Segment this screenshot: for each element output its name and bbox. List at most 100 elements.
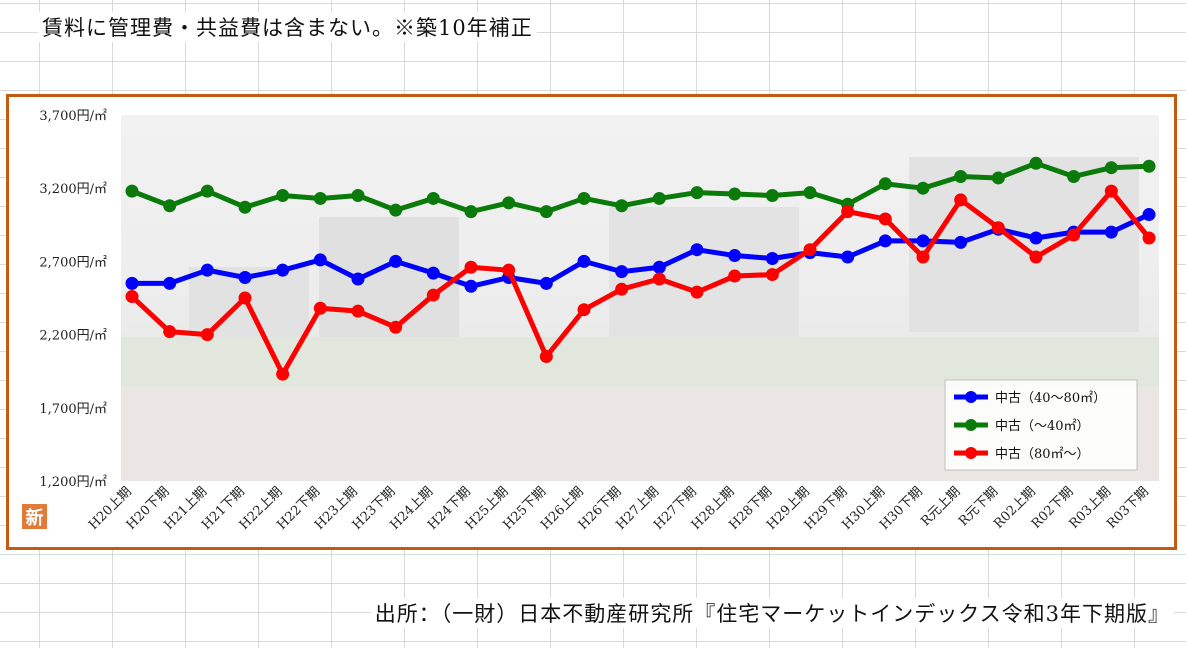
data-point (1142, 231, 1156, 245)
data-point (163, 325, 177, 339)
data-point (464, 279, 478, 293)
series-3 (125, 184, 1156, 381)
data-point (163, 276, 177, 290)
data-point (313, 301, 327, 315)
y-tick-label: 2,200円/㎡ (39, 329, 107, 344)
data-point (765, 189, 779, 203)
data-point (577, 303, 591, 317)
data-point (991, 221, 1005, 235)
legend-label: 中古（40～80㎡） (995, 391, 1106, 406)
series-line (129, 212, 1152, 289)
data-point (276, 263, 290, 277)
data-point (916, 234, 930, 248)
data-point (276, 367, 290, 381)
data-point (615, 282, 629, 296)
data-point (351, 304, 365, 318)
legend-label: 中古（80㎡～） (995, 447, 1090, 462)
data-point (200, 328, 214, 342)
data-point (690, 243, 704, 257)
legend-swatch-marker (965, 391, 977, 403)
data-point (916, 181, 930, 195)
data-point (125, 290, 139, 304)
data-point (389, 254, 403, 268)
data-point (652, 260, 666, 274)
data-point (728, 269, 742, 283)
data-point (539, 350, 553, 364)
data-point (200, 184, 214, 198)
line-chart: 1,200円/㎡ 1,700円/㎡ 2,200円/㎡ 2,700円/㎡ 3,200円/㎡… (22, 109, 1159, 533)
x-axis: H20上期H20下期H21上期H21下期H22上期H22下期H23上期H23下期… (86, 484, 1152, 533)
data-point (690, 186, 704, 200)
data-point (878, 177, 892, 191)
y-tick-label: 1,700円/㎡ (39, 402, 107, 417)
x-tick-label: R元上期 (918, 484, 963, 529)
data-point (1067, 169, 1081, 183)
data-point (765, 268, 779, 282)
data-point (426, 288, 440, 302)
data-point (539, 205, 553, 219)
data-point (728, 249, 742, 263)
data-point (841, 250, 855, 264)
data-point (954, 235, 968, 249)
rent-note: 賃料に管理費・共益費は含まない。※築10年補正 (38, 12, 537, 42)
data-point (615, 265, 629, 279)
data-point (652, 272, 666, 286)
legend-swatch-marker (965, 419, 977, 431)
chart-frame[interactable]: 1,200円/㎡ 1,700円/㎡ 2,200円/㎡ 2,700円/㎡ 3,200円/㎡… (6, 94, 1177, 550)
data-point (200, 263, 214, 277)
data-point (841, 205, 855, 219)
data-point (652, 191, 666, 205)
data-point (351, 272, 365, 286)
data-point (1142, 159, 1156, 173)
y-tick-label: 1,200円/㎡ (39, 475, 107, 490)
data-point (464, 205, 478, 219)
data-point (954, 193, 968, 207)
series-line (129, 160, 1152, 215)
data-point (464, 260, 478, 274)
legend-item: 中古（80㎡～） (954, 447, 1090, 462)
data-point (1104, 184, 1118, 198)
data-point (163, 199, 177, 213)
new-badge: 新 (22, 504, 47, 529)
data-point (878, 234, 892, 248)
data-point (1104, 161, 1118, 175)
data-point (916, 250, 930, 264)
data-point (313, 253, 327, 267)
data-point (426, 266, 440, 280)
data-point (991, 171, 1005, 185)
data-point (426, 191, 440, 205)
data-point (125, 276, 139, 290)
data-point (1104, 225, 1118, 239)
data-point (615, 199, 629, 213)
data-point (313, 191, 327, 205)
data-point (1067, 228, 1081, 242)
new-badge-label: 新 (26, 507, 44, 529)
data-point (577, 191, 591, 205)
data-point (389, 203, 403, 217)
data-point (238, 200, 252, 214)
x-tick-label: R03下期 (1104, 484, 1152, 532)
series-1 (125, 208, 1156, 293)
data-point (351, 189, 365, 203)
data-point (1029, 156, 1043, 170)
data-point (125, 184, 139, 198)
data-point (690, 285, 704, 299)
data-point (502, 196, 516, 210)
data-point (728, 187, 742, 201)
y-tick-label: 2,700円/㎡ (39, 255, 107, 270)
legend-swatch-marker (965, 447, 977, 459)
series-line (129, 188, 1152, 377)
y-axis: 1,200円/㎡ 1,700円/㎡ 2,200円/㎡ 2,700円/㎡ 3,200円/㎡… (39, 109, 107, 490)
data-point (765, 251, 779, 265)
data-point (502, 263, 516, 277)
data-point (1029, 250, 1043, 264)
data-point (539, 276, 553, 290)
series-layer (125, 156, 1156, 381)
data-point (1142, 208, 1156, 222)
data-point (954, 169, 968, 183)
legend: 中古（40～80㎡） 中古（～40㎡） 中古（80㎡～） (944, 379, 1138, 471)
data-point (238, 271, 252, 285)
data-point (577, 254, 591, 268)
data-point (238, 291, 252, 305)
data-point (803, 186, 817, 200)
